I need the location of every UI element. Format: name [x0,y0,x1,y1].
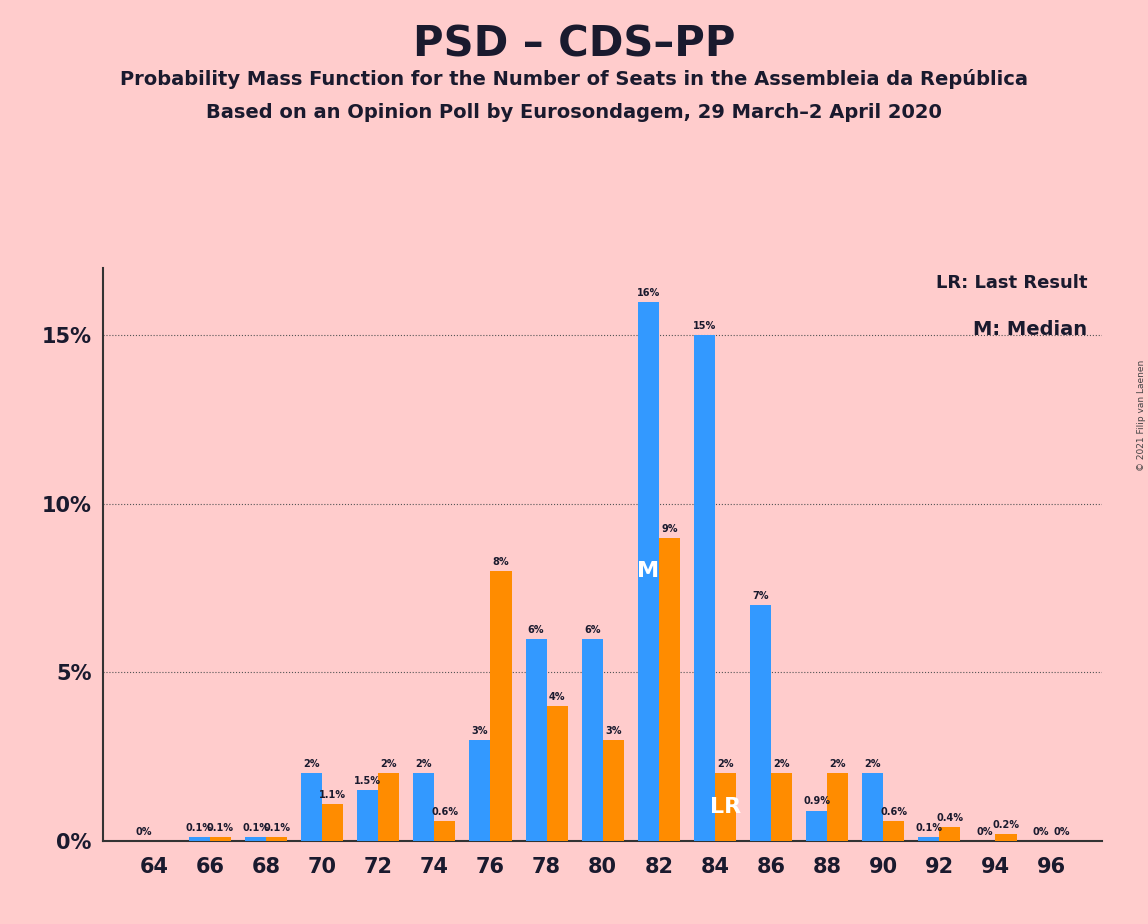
Text: 3%: 3% [472,725,488,736]
Bar [862,773,883,841]
Bar [659,538,680,841]
Bar [546,706,567,841]
Bar [771,773,792,841]
Text: 9%: 9% [661,524,677,533]
Bar [750,605,771,841]
Text: © 2021 Filip van Laenen: © 2021 Filip van Laenen [1137,360,1146,471]
Bar [323,804,343,841]
Text: LR: LR [709,797,740,817]
Bar [883,821,905,841]
Text: 2%: 2% [416,760,432,770]
Bar [470,740,490,841]
Text: 2%: 2% [380,760,397,770]
Bar [210,837,231,841]
Bar [715,773,736,841]
Text: 6%: 6% [584,625,600,635]
Bar [245,837,266,841]
Bar [603,740,623,841]
Text: 1.5%: 1.5% [355,776,381,786]
Text: 0.2%: 0.2% [993,821,1019,830]
Text: 0%: 0% [1054,827,1070,837]
Bar [266,837,287,841]
Text: 0%: 0% [1033,827,1049,837]
Bar [828,773,848,841]
Text: 0.4%: 0.4% [937,813,963,823]
Text: Based on an Opinion Poll by Eurosondagem, 29 March–2 April 2020: Based on an Opinion Poll by Eurosondagem… [205,103,943,123]
Text: 0.1%: 0.1% [915,823,943,833]
Text: 8%: 8% [492,557,510,567]
Text: 0.1%: 0.1% [263,823,290,833]
Text: 16%: 16% [637,287,660,298]
Text: 0%: 0% [977,827,993,837]
Text: 2%: 2% [774,760,790,770]
Bar [413,773,434,841]
Bar [995,834,1016,841]
Text: 7%: 7% [752,591,769,601]
Text: 0.9%: 0.9% [804,796,830,807]
Bar [918,837,939,841]
Bar [638,301,659,841]
Text: 2%: 2% [718,760,734,770]
Bar [434,821,456,841]
Bar [806,810,828,841]
Text: PSD – CDS–PP: PSD – CDS–PP [413,23,735,65]
Bar [526,638,546,841]
Text: 4%: 4% [549,692,565,702]
Text: M: M [637,561,659,581]
Text: 0.6%: 0.6% [881,807,907,817]
Text: 0.1%: 0.1% [186,823,212,833]
Text: LR: Last Result: LR: Last Result [936,274,1087,292]
Text: M: Median: M: Median [974,320,1087,338]
Bar [301,773,323,841]
Bar [939,827,961,841]
Bar [378,773,400,841]
Text: 1.1%: 1.1% [319,790,347,800]
Text: 0.1%: 0.1% [207,823,234,833]
Bar [357,790,378,841]
Text: Probability Mass Function for the Number of Seats in the Assembleia da República: Probability Mass Function for the Number… [121,69,1027,90]
Text: 0%: 0% [135,827,152,837]
Bar [582,638,603,841]
Bar [693,335,715,841]
Text: 3%: 3% [605,725,621,736]
Text: 2%: 2% [829,760,846,770]
Text: 2%: 2% [303,760,320,770]
Bar [189,837,210,841]
Text: 15%: 15% [692,322,716,332]
Text: 0.6%: 0.6% [432,807,458,817]
Text: 2%: 2% [864,760,881,770]
Text: 0.1%: 0.1% [242,823,269,833]
Text: 6%: 6% [528,625,544,635]
Bar [490,571,512,841]
